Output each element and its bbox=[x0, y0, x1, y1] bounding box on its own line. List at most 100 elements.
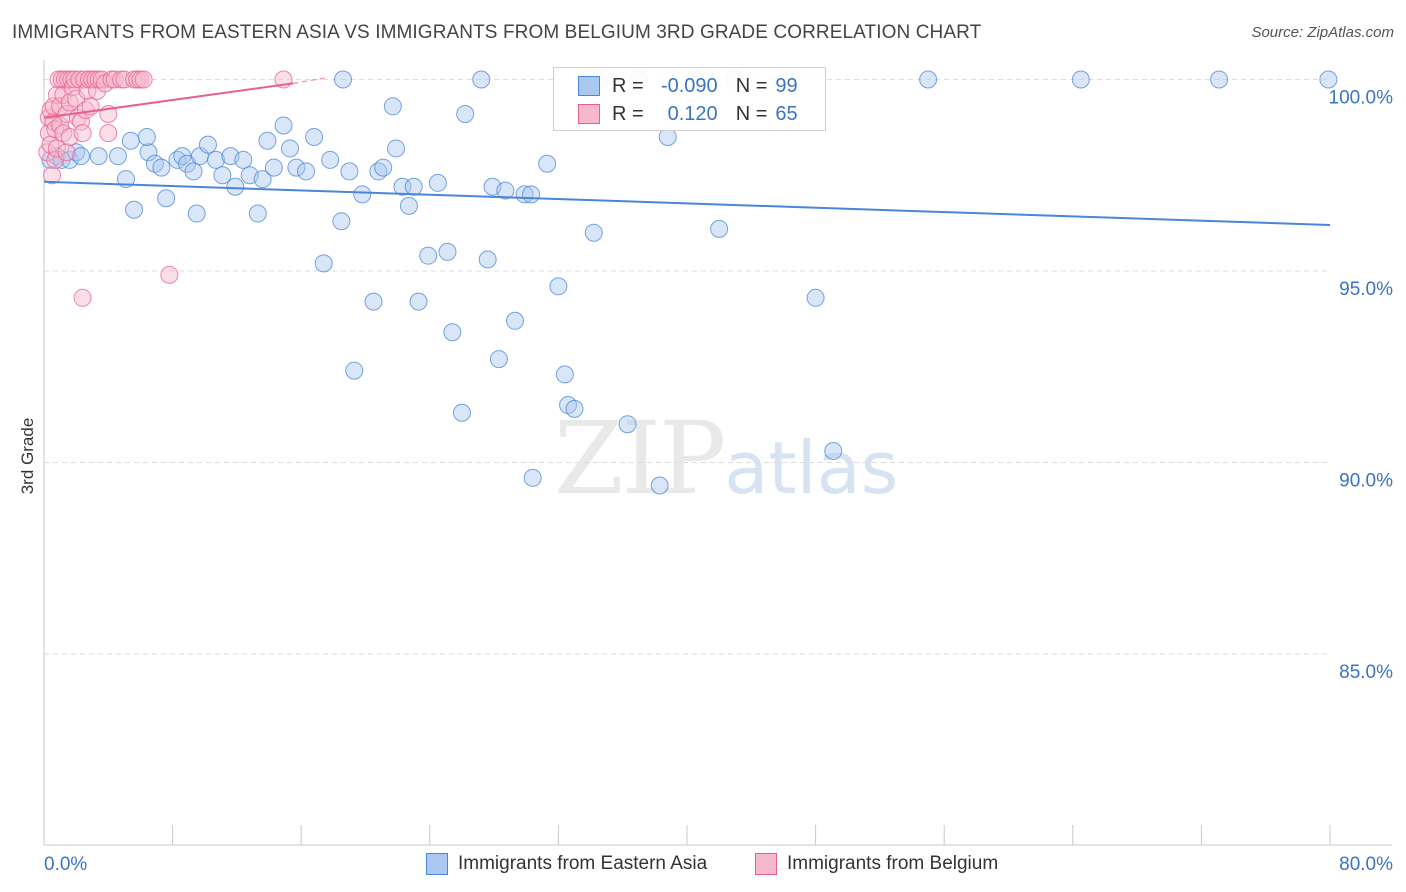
eastern-asia-point bbox=[253, 170, 272, 189]
eastern-asia-point bbox=[399, 196, 418, 215]
eastern-asia-point bbox=[333, 70, 352, 89]
eastern-asia-point bbox=[549, 277, 568, 296]
eastern-asia-point bbox=[555, 365, 574, 384]
belgium-point bbox=[65, 70, 84, 89]
eastern-asia-point bbox=[478, 250, 497, 269]
y-tick-label: 100.0% bbox=[1329, 88, 1394, 109]
eastern-asia-point bbox=[824, 442, 843, 461]
eastern-asia-point bbox=[522, 185, 541, 204]
eastern-asia-point bbox=[207, 150, 226, 169]
eastern-asia-point bbox=[443, 323, 462, 342]
eastern-asia-point bbox=[89, 147, 108, 166]
eastern-asia-point bbox=[280, 139, 299, 158]
n-label: N = bbox=[735, 74, 768, 97]
eastern-asia-point bbox=[710, 219, 729, 238]
eastern-asia-point bbox=[125, 200, 144, 219]
eastern-asia-point bbox=[108, 147, 127, 166]
eastern-asia-point bbox=[438, 242, 457, 261]
eastern-asia-point bbox=[1071, 70, 1090, 89]
eastern-asia-point bbox=[274, 116, 293, 135]
r-label: R = bbox=[612, 74, 644, 97]
eastern-asia-point bbox=[248, 204, 267, 223]
eastern-asia-point bbox=[305, 127, 324, 146]
eastern-asia-point bbox=[184, 162, 203, 181]
y-tick-label: 85.0% bbox=[1339, 662, 1393, 683]
eastern-asia-point bbox=[1210, 70, 1229, 89]
eastern-asia-point bbox=[258, 131, 277, 150]
eastern-asia-point bbox=[353, 185, 372, 204]
eastern-asia-point bbox=[121, 131, 140, 150]
eastern-asia-point bbox=[71, 147, 90, 166]
eastern-asia-point bbox=[584, 223, 603, 242]
legend-swatch-pink bbox=[578, 104, 600, 124]
n-value: 99 bbox=[775, 74, 798, 97]
watermark: ZIPatlas bbox=[554, 400, 898, 517]
legend-label: Immigrants from Eastern Asia bbox=[458, 853, 708, 874]
belgium-trend-line bbox=[43, 82, 294, 119]
eastern-asia-point bbox=[374, 158, 393, 177]
legend-swatch-pink bbox=[755, 853, 777, 875]
correlation-legend: R = -0.090 N = 99 R = 0.120 N = 65 bbox=[553, 67, 826, 131]
eastern-asia-point bbox=[383, 97, 402, 116]
eastern-asia-point bbox=[658, 127, 677, 146]
y-tick-label: 90.0% bbox=[1339, 471, 1393, 492]
belgium-point bbox=[73, 288, 92, 307]
legend-swatch-blue bbox=[426, 853, 448, 875]
r-value: 0.120 bbox=[667, 102, 718, 125]
belgium-point bbox=[57, 143, 76, 162]
eastern-asia-point bbox=[538, 154, 557, 173]
eastern-asia-point bbox=[314, 254, 333, 273]
eastern-asia-point bbox=[806, 288, 825, 307]
belgium-point bbox=[99, 124, 118, 143]
eastern-asia-point bbox=[234, 150, 253, 169]
chart-title: IMMIGRANTS FROM EASTERN ASIA VS IMMIGRAN… bbox=[12, 22, 982, 43]
n-label: N = bbox=[735, 102, 768, 125]
legend-swatch-blue bbox=[578, 76, 600, 96]
eastern-asia-point bbox=[496, 181, 515, 200]
eastern-asia-point bbox=[297, 162, 316, 181]
eastern-asia-point bbox=[137, 127, 156, 146]
legend-item-eastern-asia: Immigrants from Eastern Asia bbox=[426, 850, 707, 878]
eastern-asia-point bbox=[187, 204, 206, 223]
belgium-point bbox=[73, 124, 92, 143]
belgium-point bbox=[43, 166, 62, 185]
eastern-asia-point bbox=[1319, 70, 1338, 89]
eastern-asia-point bbox=[428, 173, 447, 192]
eastern-asia-point bbox=[213, 166, 232, 185]
belgium-point bbox=[160, 265, 179, 284]
eastern-asia-point bbox=[264, 158, 283, 177]
eastern-asia-point bbox=[618, 415, 637, 434]
eastern-asia-point bbox=[321, 150, 340, 169]
legend-label: Immigrants from Belgium bbox=[787, 853, 999, 874]
eastern-asia-point bbox=[456, 104, 475, 123]
n-value: 65 bbox=[775, 102, 798, 125]
eastern-asia-point bbox=[472, 70, 491, 89]
belgium-point bbox=[134, 70, 153, 89]
eastern-asia-point bbox=[332, 212, 351, 231]
source-credit: Source: ZipAtlas.com bbox=[1251, 24, 1394, 41]
eastern-asia-point bbox=[157, 189, 176, 208]
eastern-asia-point bbox=[198, 135, 217, 154]
eastern-asia-point bbox=[340, 162, 359, 181]
eastern-asia-point bbox=[452, 403, 471, 422]
eastern-asia-point bbox=[489, 350, 508, 369]
belgium-point bbox=[47, 139, 66, 158]
eastern-asia-point bbox=[364, 292, 383, 311]
eastern-asia-trend-line bbox=[43, 180, 1331, 227]
eastern-asia-point bbox=[650, 476, 669, 495]
eastern-asia-point bbox=[419, 246, 438, 265]
r-value: -0.090 bbox=[660, 74, 718, 97]
legend-item-belgium: Immigrants from Belgium bbox=[755, 850, 998, 878]
eastern-asia-point bbox=[287, 158, 306, 177]
legend-row-belgium: R = 0.120 N = 65 bbox=[578, 101, 798, 127]
eastern-asia-point bbox=[387, 139, 406, 158]
watermark-atlas: atlas bbox=[724, 426, 899, 510]
y-tick-label: 95.0% bbox=[1339, 279, 1393, 300]
legend-row-eastern-asia: R = -0.090 N = 99 bbox=[578, 73, 798, 99]
eastern-asia-point bbox=[919, 70, 938, 89]
r-label: R = bbox=[612, 102, 644, 125]
eastern-asia-point bbox=[139, 143, 158, 162]
eastern-asia-point bbox=[226, 177, 245, 196]
eastern-asia-point bbox=[565, 399, 584, 418]
